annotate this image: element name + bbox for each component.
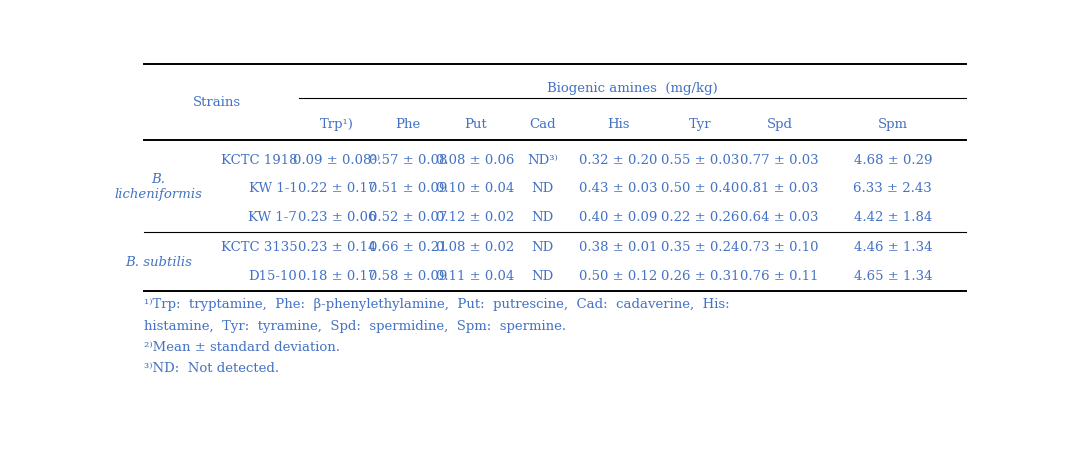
Text: histamine,  Tyr:  tyramine,  Spd:  spermidine,  Spm:  spermine.: histamine, Tyr: tyramine, Spd: spermidin… — [144, 319, 566, 333]
Text: 0.73 ± 0.10: 0.73 ± 0.10 — [741, 241, 819, 254]
Text: ²⁾Mean ± standard deviation.: ²⁾Mean ± standard deviation. — [144, 341, 340, 354]
Text: D15-10: D15-10 — [249, 269, 298, 283]
Text: Spd: Spd — [767, 118, 793, 131]
Text: His: His — [606, 118, 629, 131]
Text: 0.38 ± 0.01: 0.38 ± 0.01 — [578, 241, 657, 254]
Text: Phe: Phe — [395, 118, 421, 131]
Text: ND: ND — [532, 211, 553, 224]
Text: 0.22 ± 0.26: 0.22 ± 0.26 — [661, 211, 739, 224]
Text: 0.40 ± 0.09: 0.40 ± 0.09 — [578, 211, 657, 224]
Text: ND: ND — [532, 269, 553, 283]
Text: 0.58 ± 0.09: 0.58 ± 0.09 — [369, 269, 447, 283]
Text: KW 1-1: KW 1-1 — [249, 182, 298, 195]
Text: 0.08 ± 0.02: 0.08 ± 0.02 — [436, 241, 514, 254]
Text: KW 1-7: KW 1-7 — [248, 211, 298, 224]
Text: 0.81 ± 0.03: 0.81 ± 0.03 — [741, 182, 819, 195]
Text: 0.09 ± 0.08²⁾: 0.09 ± 0.08²⁾ — [293, 153, 380, 166]
Text: 0.55 ± 0.03: 0.55 ± 0.03 — [661, 153, 739, 166]
Text: 0.11 ± 0.04: 0.11 ± 0.04 — [436, 269, 514, 283]
Text: ³⁾ND:  Not detected.: ³⁾ND: Not detected. — [144, 362, 279, 374]
Text: 4.42 ± 1.84: 4.42 ± 1.84 — [853, 211, 932, 224]
Text: Strains: Strains — [193, 96, 242, 108]
Text: KCTC 3135: KCTC 3135 — [221, 241, 298, 254]
Text: 4.65 ± 1.34: 4.65 ± 1.34 — [853, 269, 932, 283]
Text: 0.35 ± 0.24: 0.35 ± 0.24 — [661, 241, 739, 254]
Text: Trp¹): Trp¹) — [319, 118, 354, 131]
Text: ND: ND — [532, 241, 553, 254]
Text: 0.77 ± 0.03: 0.77 ± 0.03 — [741, 153, 819, 166]
Text: 4.46 ± 1.34: 4.46 ± 1.34 — [853, 241, 932, 254]
Text: 0.22 ± 0.17: 0.22 ± 0.17 — [298, 182, 376, 195]
Text: 0.26 ± 0.31: 0.26 ± 0.31 — [661, 269, 739, 283]
Text: ND³⁾: ND³⁾ — [527, 153, 558, 166]
Text: 0.50 ± 0.40: 0.50 ± 0.40 — [661, 182, 739, 195]
Text: Biogenic amines  (mg/kg): Biogenic amines (mg/kg) — [547, 81, 718, 94]
Text: 0.52 ± 0.07: 0.52 ± 0.07 — [369, 211, 447, 224]
Text: Spm: Spm — [878, 118, 908, 131]
Text: 0.32 ± 0.20: 0.32 ± 0.20 — [578, 153, 657, 166]
Text: 6.33 ± 2.43: 6.33 ± 2.43 — [853, 182, 932, 195]
Text: 0.64 ± 0.03: 0.64 ± 0.03 — [741, 211, 819, 224]
Text: B.
licheniformis: B. licheniformis — [115, 173, 203, 201]
Text: 0.66 ± 0.21: 0.66 ± 0.21 — [369, 241, 447, 254]
Text: 0.18 ± 0.17: 0.18 ± 0.17 — [298, 269, 376, 283]
Text: Put: Put — [464, 118, 486, 131]
Text: 0.23 ± 0.14: 0.23 ± 0.14 — [298, 241, 376, 254]
Text: 0.50 ± 0.12: 0.50 ± 0.12 — [578, 269, 657, 283]
Text: 0.76 ± 0.11: 0.76 ± 0.11 — [741, 269, 819, 283]
Text: 0.23 ± 0.06: 0.23 ± 0.06 — [298, 211, 376, 224]
Text: 0.43 ± 0.03: 0.43 ± 0.03 — [578, 182, 657, 195]
Text: 0.10 ± 0.04: 0.10 ± 0.04 — [436, 182, 514, 195]
Text: 0.51 ± 0.09: 0.51 ± 0.09 — [369, 182, 447, 195]
Text: Tyr: Tyr — [689, 118, 712, 131]
Text: Cad: Cad — [530, 118, 556, 131]
Text: 0.08 ± 0.06: 0.08 ± 0.06 — [436, 153, 514, 166]
Text: 0.12 ± 0.02: 0.12 ± 0.02 — [436, 211, 514, 224]
Text: 0.57 ± 0.08: 0.57 ± 0.08 — [369, 153, 447, 166]
Text: ¹⁾Trp:  tryptamine,  Phe:  β-phenylethylamine,  Put:  putrescine,  Cad:  cadaver: ¹⁾Trp: tryptamine, Phe: β-phenylethylami… — [144, 297, 729, 310]
Text: 4.68 ± 0.29: 4.68 ± 0.29 — [853, 153, 932, 166]
Text: ND: ND — [532, 182, 553, 195]
Text: KCTC 1918: KCTC 1918 — [221, 153, 298, 166]
Text: B. subtilis: B. subtilis — [125, 255, 192, 268]
